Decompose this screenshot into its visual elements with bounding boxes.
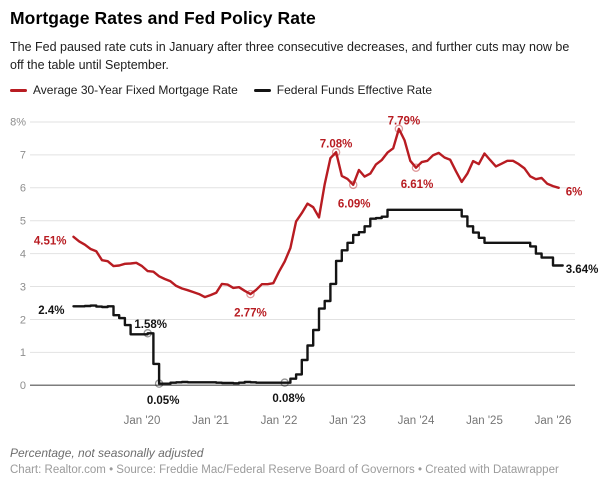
x-tick-label: Jan '20 [124,415,161,427]
legend-item-mortgage: Average 30-Year Fixed Mortgage Rate [10,83,238,97]
x-tick-label: Jan '23 [329,415,366,427]
footer-credit: Chart: Realtor.com • Source: Freddie Mac… [10,464,559,476]
annotation-label: 2.77% [234,308,267,320]
annotation-label: 4.51% [34,235,67,247]
annotation-label: 1.58% [134,319,167,331]
y-tick-label: 4 [20,248,26,260]
legend-item-fed: Federal Funds Effective Rate [253,83,432,97]
annotation-marker [143,329,152,338]
mortgage-line [72,127,560,299]
annotation-marker [280,378,289,387]
y-tick-label: 3 [20,281,26,293]
annotation-label: 7.08% [320,139,353,151]
y-tick-label: 2 [20,314,26,326]
y-tick-label: 5 [20,216,26,228]
annotation-marker [411,163,421,172]
y-tick-label: 1 [20,347,26,359]
chart-subtitle: The Fed paused rate cuts in January afte… [10,40,570,73]
annotation-marker [348,180,358,190]
x-tick-label: Jan '21 [192,415,229,427]
y-tick-label: 6 [20,183,26,195]
legend-label-fed: Federal Funds Effective Rate [276,83,432,97]
x-tick-label: Jan '26 [535,415,572,427]
x-tick-label: Jan '22 [261,415,298,427]
legend-label-mortgage: Average 30-Year Fixed Mortgage Rate [33,83,238,97]
annotation-label: 2.4% [38,305,64,317]
annotation-marker [154,379,164,388]
annotation-label: 7.79% [388,115,421,127]
chart-title: Mortgage Rates and Fed Policy Rate [10,8,316,28]
mortgage-line-swatch [10,88,27,92]
legend: Average 30-Year Fixed Mortgage Rate Fede… [10,83,432,97]
annotation-marker [331,147,341,157]
annotation-label: 0.05% [147,395,180,407]
annotation-marker [394,124,404,134]
footer-note: Percentage, not seasonally adjusted [10,446,204,460]
fed-line [72,208,564,385]
fed-line-swatch [253,88,271,92]
x-tick-label: Jan '25 [466,415,503,427]
y-tick-label: 7 [20,150,26,162]
annotation-label: 6.09% [338,198,371,210]
annotation-marker [246,289,255,299]
y-tick-label: 8% [10,117,26,129]
annotation-label: 0.08% [272,393,305,405]
annotation-label: 3.64% [566,264,599,276]
annotation-label: 6% [566,186,583,198]
annotation-label: 6.61% [401,179,434,191]
y-tick-label: 0 [20,380,26,392]
x-tick-label: Jan '24 [398,415,435,427]
